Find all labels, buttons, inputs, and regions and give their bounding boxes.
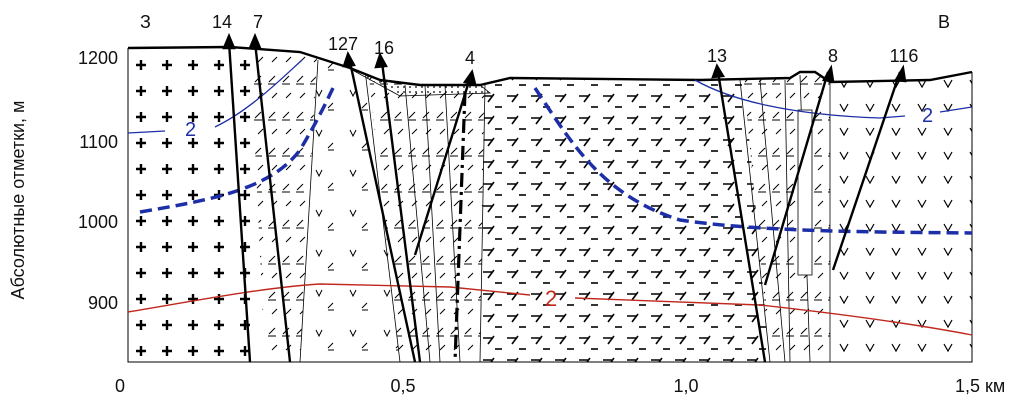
well-label: 8 [828,46,838,66]
y-axis-label: Абсолютные отметки, м [8,101,28,300]
rock-fill [128,47,972,362]
y-tick-label: 1100 [79,132,118,152]
x-ticks: 0 0,5 1,0 1,5 км [115,376,1005,396]
wells [222,32,907,363]
well-label: 127 [328,34,358,54]
x-tick-label: 1,5 км [955,376,1005,396]
y-tick-label: 1000 [78,212,118,232]
contours [127,59,973,336]
y-ticks: 1200 1100 1000 900 [78,48,118,313]
y-tick-label: 900 [88,293,118,313]
well-labels: 14 7 127 16 4 13 8 116 [212,12,918,68]
x-tick-label: 0 [115,376,125,396]
contour-label: 2 [185,119,196,141]
contour-label: 2 [545,286,557,311]
well-label: 7 [253,12,263,32]
y-tick-label: 1200 [78,48,118,68]
x-tick-label: 0,5 [390,376,415,396]
direction-label: В [938,12,950,32]
well-label: 116 [890,46,919,66]
well-label: 4 [465,48,475,68]
x-tick-label: 1,0 [673,376,698,396]
contour-label: 2 [922,105,933,127]
well-label: 16 [374,38,394,58]
frame [127,48,973,363]
well-label: 13 [707,46,727,66]
well-label: 14 [212,12,232,32]
direction-label: З [140,12,151,32]
